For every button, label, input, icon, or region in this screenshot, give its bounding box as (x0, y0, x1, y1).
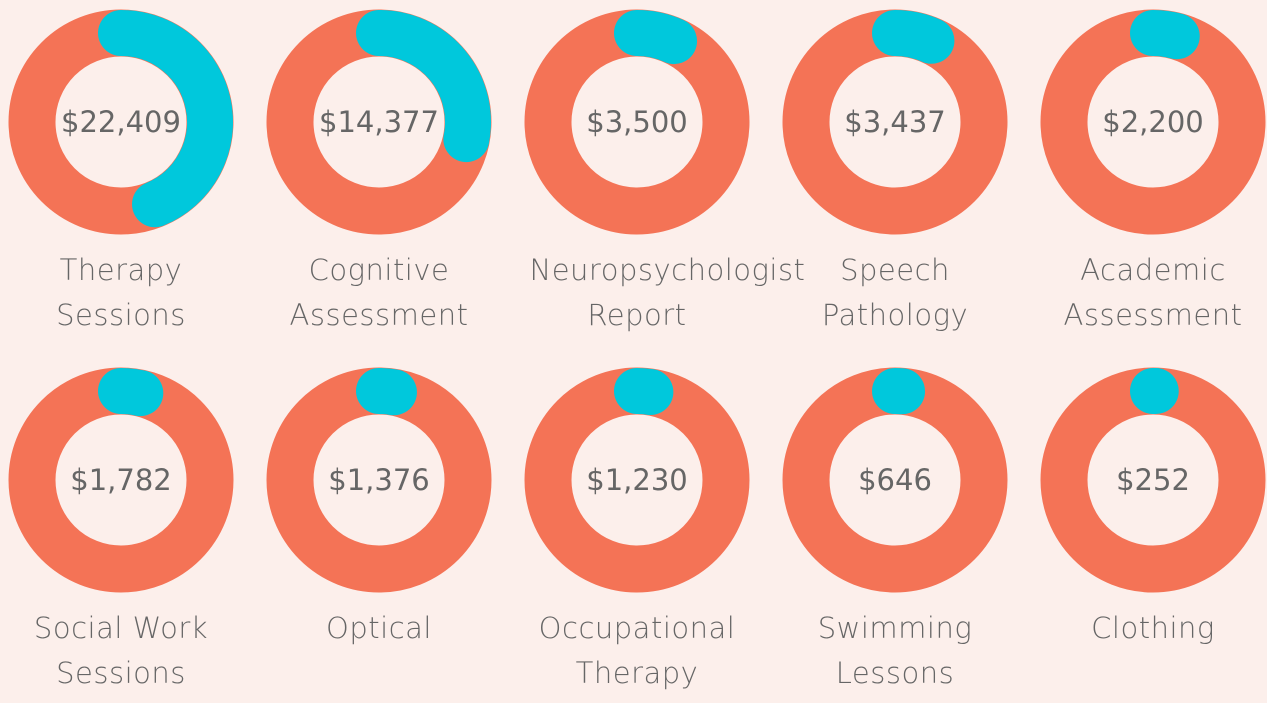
donut: $3,500 (517, 2, 757, 242)
label-box: Social Work Sessions (0, 606, 250, 696)
category-label: Therapy Sessions (14, 248, 229, 338)
donut-cell: $22,409 Therapy Sessions (0, 0, 250, 345)
label-box: Academic Assessment (1024, 248, 1267, 338)
donut-cell: $2,200 Academic Assessment (1024, 0, 1267, 345)
category-label: Social Work Sessions (14, 606, 229, 696)
arc (895, 33, 931, 41)
category-label: Academic Assessment (1046, 248, 1261, 338)
label-box: Neuropsychologist Report (508, 248, 766, 338)
arc (637, 33, 674, 41)
donut-cell: $646 Swimming Lessons (766, 358, 1024, 703)
arc (1153, 33, 1177, 36)
category-label: Speech Pathology (788, 248, 1003, 338)
arc (379, 391, 394, 392)
donut: $14,377 (259, 2, 499, 242)
value-label: $3,500 (586, 105, 687, 139)
donut-cell: $1,376 Optical (250, 358, 508, 703)
donut-cell: $14,377 Cognitive Assessment (250, 0, 508, 345)
donut: $1,230 (517, 360, 757, 600)
donut-cell: $1,230 Occupational Therapy (508, 358, 766, 703)
label-box: Speech Pathology (766, 248, 1024, 338)
value-label: $1,376 (328, 463, 429, 497)
donut: $1,782 (1, 360, 241, 600)
category-label: Optical (326, 606, 432, 651)
category-label: Swimming Lessons (788, 606, 1003, 696)
donut-cell: $252 Clothing (1024, 358, 1267, 703)
label-box: Swimming Lessons (766, 606, 1024, 696)
value-label: $252 (1116, 463, 1190, 497)
value-label: $1,782 (70, 463, 171, 497)
donut-cell: $1,782 Social Work Sessions (0, 358, 250, 703)
value-label: $14,377 (319, 105, 439, 139)
arc (121, 391, 140, 393)
arc (637, 391, 650, 392)
category-label: Clothing (1091, 606, 1215, 651)
value-label: $3,437 (844, 105, 945, 139)
value-label: $22,409 (61, 105, 181, 139)
donut: $22,409 (1, 2, 241, 242)
donut: $252 (1033, 360, 1267, 600)
label-box: Occupational Therapy (508, 606, 766, 696)
donut-cell: $3,437 Speech Pathology (766, 0, 1024, 345)
value-label: $2,200 (1102, 105, 1203, 139)
category-label: Neuropsychologist Report (530, 248, 745, 338)
category-label: Cognitive Assessment (272, 248, 487, 338)
label-box: Optical (250, 606, 508, 651)
label-box: Therapy Sessions (0, 248, 250, 338)
label-box: Cognitive Assessment (250, 248, 508, 338)
label-box: Clothing (1024, 606, 1267, 651)
value-label: $646 (858, 463, 932, 497)
value-label: $1,230 (586, 463, 687, 497)
donut: $3,437 (775, 2, 1015, 242)
donut: $1,376 (259, 360, 499, 600)
category-label: Occupational Therapy (530, 606, 745, 696)
donut-cell: $3,500 Neuropsychologist Report (508, 0, 766, 345)
donut: $646 (775, 360, 1015, 600)
donut: $2,200 (1033, 2, 1267, 242)
